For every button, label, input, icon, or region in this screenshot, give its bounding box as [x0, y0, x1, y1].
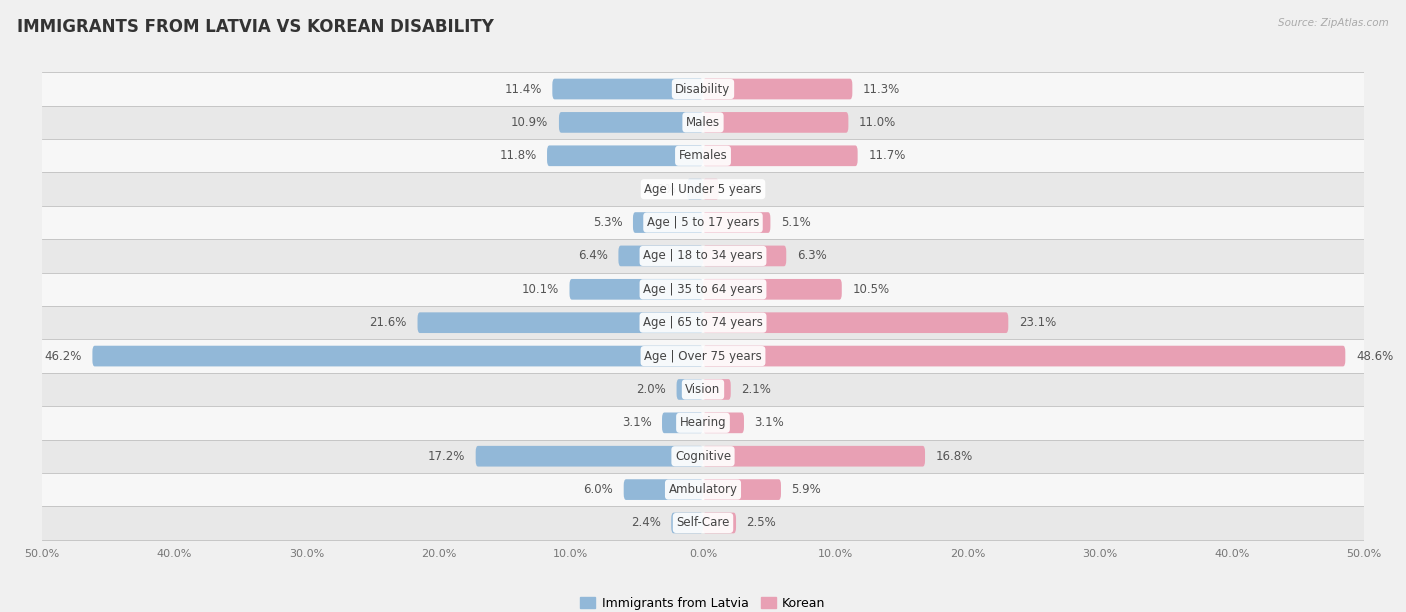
FancyBboxPatch shape: [671, 513, 703, 533]
Text: 46.2%: 46.2%: [45, 349, 82, 362]
Text: 5.9%: 5.9%: [792, 483, 821, 496]
FancyBboxPatch shape: [475, 446, 703, 466]
FancyBboxPatch shape: [42, 139, 1364, 173]
FancyBboxPatch shape: [703, 379, 731, 400]
Text: 11.8%: 11.8%: [499, 149, 537, 162]
Text: 3.1%: 3.1%: [755, 416, 785, 430]
Text: Females: Females: [679, 149, 727, 162]
Text: 17.2%: 17.2%: [427, 450, 465, 463]
FancyBboxPatch shape: [569, 279, 703, 300]
FancyBboxPatch shape: [93, 346, 703, 367]
Text: 11.3%: 11.3%: [863, 83, 900, 95]
FancyBboxPatch shape: [560, 112, 703, 133]
FancyBboxPatch shape: [703, 179, 718, 200]
FancyBboxPatch shape: [688, 179, 703, 200]
FancyBboxPatch shape: [703, 79, 852, 99]
Text: 5.3%: 5.3%: [593, 216, 623, 229]
FancyBboxPatch shape: [418, 312, 703, 333]
Text: 10.5%: 10.5%: [852, 283, 890, 296]
Text: 3.1%: 3.1%: [621, 416, 651, 430]
Text: Age | 65 to 74 years: Age | 65 to 74 years: [643, 316, 763, 329]
Text: 23.1%: 23.1%: [1019, 316, 1056, 329]
Text: 11.7%: 11.7%: [868, 149, 905, 162]
Text: 10.1%: 10.1%: [522, 283, 560, 296]
FancyBboxPatch shape: [42, 106, 1364, 139]
FancyBboxPatch shape: [42, 473, 1364, 506]
Text: 2.0%: 2.0%: [637, 383, 666, 396]
FancyBboxPatch shape: [703, 245, 786, 266]
FancyBboxPatch shape: [703, 279, 842, 300]
Text: Males: Males: [686, 116, 720, 129]
FancyBboxPatch shape: [42, 306, 1364, 340]
FancyBboxPatch shape: [703, 412, 744, 433]
Text: 1.2%: 1.2%: [647, 182, 676, 196]
FancyBboxPatch shape: [633, 212, 703, 233]
Text: 6.4%: 6.4%: [578, 250, 607, 263]
Text: Disability: Disability: [675, 83, 731, 95]
Text: 48.6%: 48.6%: [1355, 349, 1393, 362]
FancyBboxPatch shape: [42, 439, 1364, 473]
FancyBboxPatch shape: [547, 146, 703, 166]
FancyBboxPatch shape: [42, 340, 1364, 373]
Text: 2.4%: 2.4%: [631, 517, 661, 529]
Text: Ambulatory: Ambulatory: [668, 483, 738, 496]
FancyBboxPatch shape: [553, 79, 703, 99]
Text: Age | 18 to 34 years: Age | 18 to 34 years: [643, 250, 763, 263]
Text: 16.8%: 16.8%: [935, 450, 973, 463]
Text: 2.1%: 2.1%: [741, 383, 772, 396]
Text: Age | 35 to 64 years: Age | 35 to 64 years: [643, 283, 763, 296]
Text: IMMIGRANTS FROM LATVIA VS KOREAN DISABILITY: IMMIGRANTS FROM LATVIA VS KOREAN DISABIL…: [17, 18, 494, 36]
FancyBboxPatch shape: [42, 72, 1364, 106]
Text: 6.0%: 6.0%: [583, 483, 613, 496]
Text: 1.2%: 1.2%: [730, 182, 759, 196]
FancyBboxPatch shape: [42, 206, 1364, 239]
Text: Source: ZipAtlas.com: Source: ZipAtlas.com: [1278, 18, 1389, 28]
FancyBboxPatch shape: [619, 245, 703, 266]
FancyBboxPatch shape: [703, 346, 1346, 367]
FancyBboxPatch shape: [703, 312, 1008, 333]
FancyBboxPatch shape: [676, 379, 703, 400]
Text: Hearing: Hearing: [679, 416, 727, 430]
Text: 6.3%: 6.3%: [797, 250, 827, 263]
Legend: Immigrants from Latvia, Korean: Immigrants from Latvia, Korean: [575, 592, 831, 612]
Text: Vision: Vision: [685, 383, 721, 396]
FancyBboxPatch shape: [703, 513, 737, 533]
FancyBboxPatch shape: [42, 173, 1364, 206]
Text: 11.4%: 11.4%: [505, 83, 541, 95]
Text: 21.6%: 21.6%: [370, 316, 406, 329]
FancyBboxPatch shape: [703, 146, 858, 166]
Text: 5.1%: 5.1%: [780, 216, 811, 229]
Text: Age | Under 5 years: Age | Under 5 years: [644, 182, 762, 196]
FancyBboxPatch shape: [703, 446, 925, 466]
FancyBboxPatch shape: [703, 212, 770, 233]
FancyBboxPatch shape: [42, 272, 1364, 306]
FancyBboxPatch shape: [703, 479, 780, 500]
Text: Age | 5 to 17 years: Age | 5 to 17 years: [647, 216, 759, 229]
FancyBboxPatch shape: [662, 412, 703, 433]
FancyBboxPatch shape: [703, 112, 848, 133]
FancyBboxPatch shape: [42, 373, 1364, 406]
Text: 11.0%: 11.0%: [859, 116, 896, 129]
FancyBboxPatch shape: [42, 506, 1364, 540]
FancyBboxPatch shape: [624, 479, 703, 500]
Text: 10.9%: 10.9%: [512, 116, 548, 129]
Text: Self-Care: Self-Care: [676, 517, 730, 529]
FancyBboxPatch shape: [42, 239, 1364, 272]
Text: Cognitive: Cognitive: [675, 450, 731, 463]
Text: 2.5%: 2.5%: [747, 517, 776, 529]
Text: Age | Over 75 years: Age | Over 75 years: [644, 349, 762, 362]
FancyBboxPatch shape: [42, 406, 1364, 439]
